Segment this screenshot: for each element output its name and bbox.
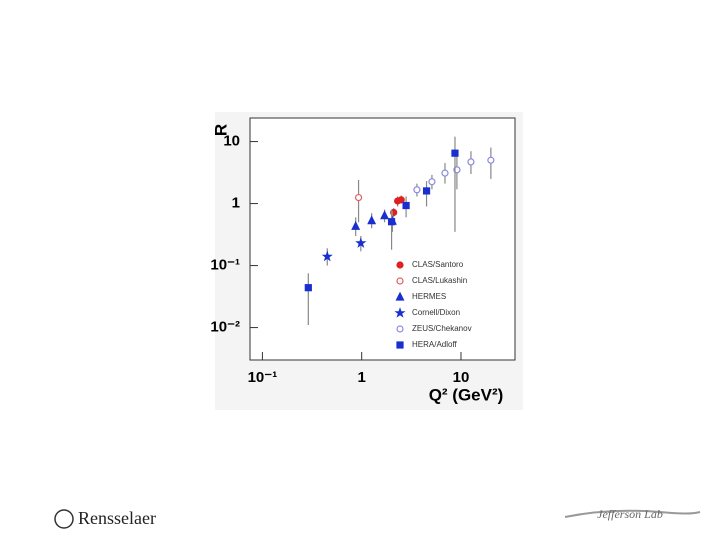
rensselaer-logo: Rensselaer (54, 508, 156, 529)
seal (54, 509, 74, 529)
jlab-logo: Jefferson Lab (564, 507, 701, 521)
y-axis-label: R (211, 124, 230, 136)
legend-entry: CLAS/Santoro (396, 260, 464, 269)
legend-entry: HERA/Adloff (396, 340, 458, 349)
legend-label: CLAS/Lukashin (412, 276, 467, 285)
legend-label: ZEUS/Chekanov (412, 324, 472, 333)
logo-swoosh (564, 509, 701, 518)
marker (396, 341, 404, 349)
legend-label: HERMES (412, 292, 446, 301)
legend-label: HERA/Adloff (412, 340, 458, 349)
marker (387, 218, 396, 226)
marker (422, 187, 431, 195)
x-tick-label: 10⁻¹ (248, 369, 278, 386)
plot-frame (249, 117, 516, 361)
marker (428, 178, 436, 186)
x-tick-label: 1 (358, 369, 366, 386)
marker (397, 196, 405, 204)
logo-text: Jefferson Lab (597, 507, 663, 521)
y-tick-label: 10⁻¹ (210, 257, 240, 274)
series (390, 195, 405, 218)
marker (451, 149, 459, 157)
marker (304, 284, 312, 292)
marker (396, 277, 404, 285)
marker (467, 158, 475, 166)
marker (380, 210, 390, 220)
legend-label: Cornell/Dixon (412, 308, 460, 317)
marker (354, 193, 363, 202)
legend-entry: Cornell/Dixon (394, 307, 460, 318)
x-tick-label: 10 (453, 369, 470, 386)
x-axis-label: Q² (GeV²) (429, 385, 504, 404)
y-tick-label: 10⁻² (210, 319, 240, 336)
series (304, 136, 459, 326)
marker (396, 325, 404, 333)
marker (441, 169, 449, 177)
y-tick-label: 10 (223, 133, 240, 150)
marker (395, 291, 405, 301)
marker (394, 307, 406, 318)
y-tick-label: 1 (232, 195, 240, 212)
marker (402, 201, 410, 210)
marker (487, 156, 495, 164)
legend-entry: HERMES (395, 291, 446, 301)
series (354, 180, 363, 223)
logo-text: Rensselaer (78, 508, 156, 528)
series (321, 235, 367, 266)
legend-entry: CLAS/Lukashin (396, 276, 467, 285)
marker (321, 250, 333, 262)
marker (396, 261, 404, 269)
marker (413, 186, 421, 194)
legend-label: CLAS/Santoro (412, 260, 464, 269)
marker (351, 220, 361, 230)
marker (367, 215, 377, 225)
marker (355, 237, 367, 248)
legend-entry: ZEUS/Chekanov (396, 324, 472, 333)
